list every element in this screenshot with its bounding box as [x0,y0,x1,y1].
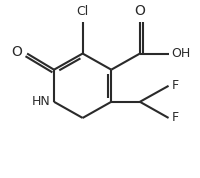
Text: F: F [172,79,179,92]
Text: OH: OH [171,47,190,60]
Text: O: O [11,45,22,59]
Text: Cl: Cl [77,5,89,18]
Text: O: O [134,4,145,18]
Text: HN: HN [31,95,50,108]
Text: F: F [172,111,179,124]
